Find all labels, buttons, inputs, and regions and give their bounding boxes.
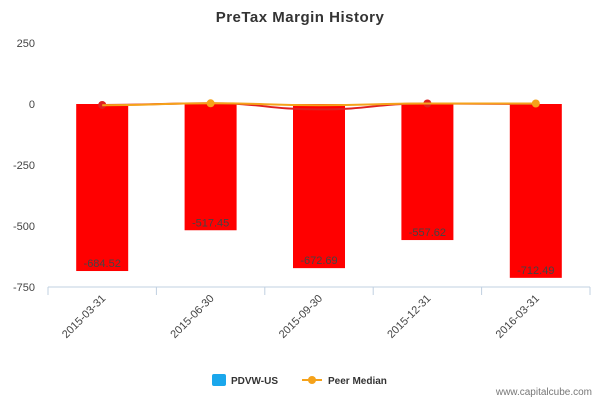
- bar-series: [76, 104, 562, 278]
- bar: [76, 104, 129, 272]
- y-tick-label: -500: [13, 221, 35, 233]
- peer-median-point: [206, 99, 215, 108]
- y-tick-label: -750: [13, 282, 35, 294]
- legend-label-pdvw[interactable]: PDVW-US: [231, 376, 278, 387]
- credit-text: www.capitalcube.com: [495, 387, 592, 398]
- x-axis: 2015-03-31 2015-06-30 2015-09-30 2015-12-31…: [47, 286, 591, 341]
- legend[interactable]: PDVW-US Peer Median: [212, 374, 387, 387]
- data-label: -557.62: [409, 227, 446, 239]
- x-tick-label: 2015-03-31: [60, 293, 108, 341]
- y-tick-label: 250: [17, 38, 35, 50]
- x-tick-label: 2015-06-30: [168, 293, 216, 341]
- data-label: -684.52: [84, 258, 121, 270]
- data-label: -517.45: [192, 217, 229, 229]
- x-tick-label: 2016-03-31: [494, 293, 542, 341]
- peer-median-line: [102, 102, 536, 107]
- bar: [509, 104, 562, 278]
- x-tick-label: 2015-12-31: [385, 293, 433, 341]
- legend-label-peer-median[interactable]: Peer Median: [328, 376, 387, 387]
- legend-marker-peer[interactable]: [308, 376, 316, 384]
- x-tick-label: 2015-09-30: [277, 293, 325, 341]
- bar: [293, 104, 345, 269]
- y-tick-label: -250: [13, 160, 35, 172]
- bar: [401, 104, 454, 241]
- data-label: -712.49: [517, 265, 554, 277]
- y-axis-tick-labels: 250 0 -250 -500 -750: [13, 38, 35, 294]
- y-tick-label: 0: [29, 99, 35, 111]
- legend-swatch-pdvw[interactable]: [212, 374, 226, 386]
- bar: [184, 104, 237, 231]
- peer-median-point: [531, 99, 540, 108]
- data-label: -672.69: [300, 255, 337, 267]
- data-labels: -684.52 -517.45 -672.69 -557.62 -712.49: [84, 217, 555, 277]
- chart-title: PreTax Margin History: [216, 9, 385, 26]
- line-series: [98, 99, 540, 111]
